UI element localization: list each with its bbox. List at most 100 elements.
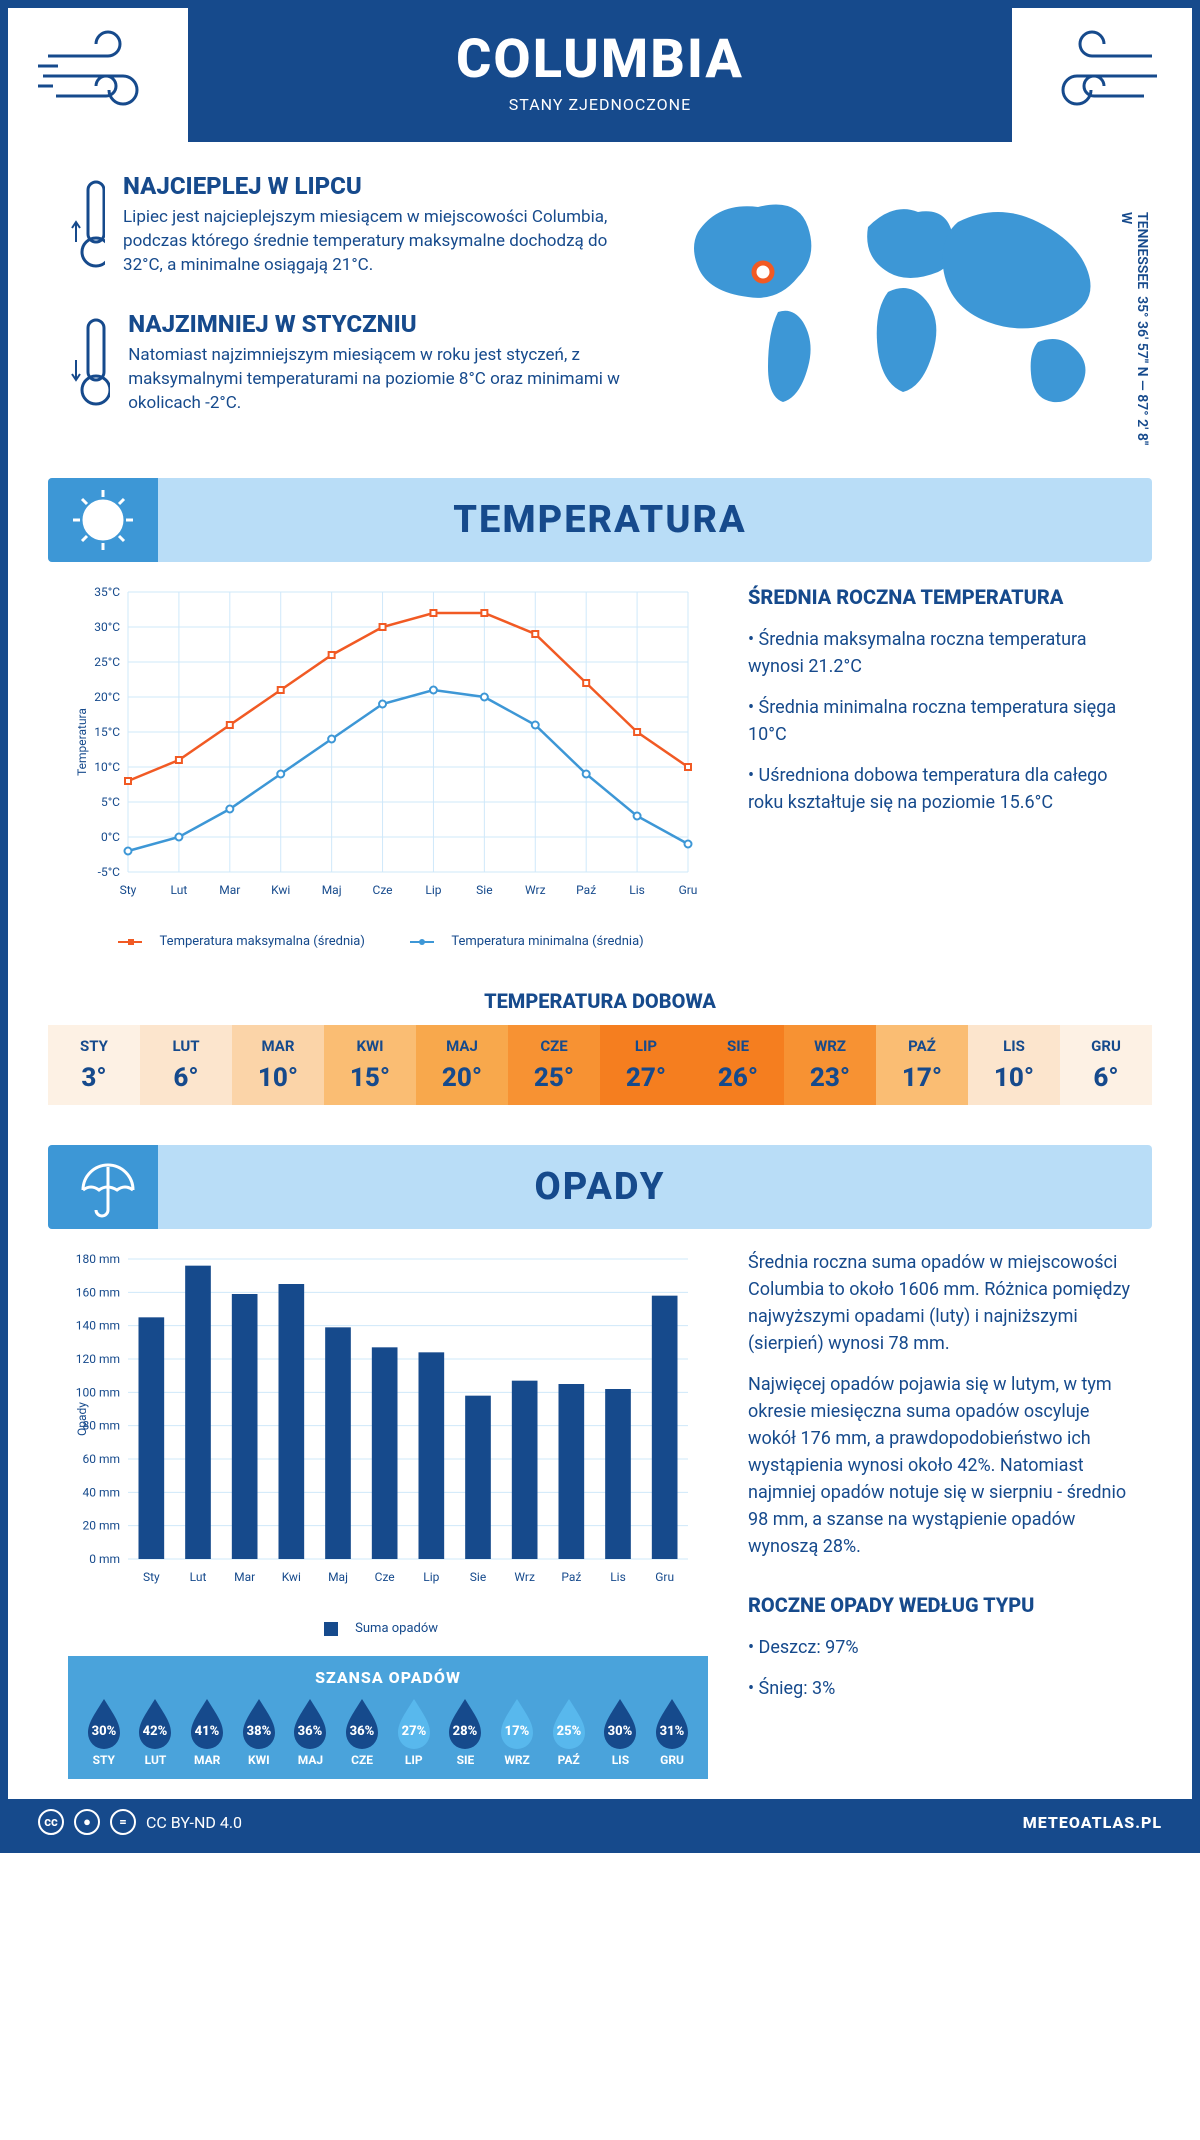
warmest-block: NAJCIEPLEJ W LIPCU Lipiec jest najcieple… xyxy=(68,172,628,282)
svg-text:15°C: 15°C xyxy=(94,725,120,739)
svg-text:Paź: Paź xyxy=(576,883,596,897)
svg-text:17%: 17% xyxy=(505,1724,530,1739)
by-icon: ● xyxy=(74,1809,100,1835)
daily-temp-cell: Maj20° xyxy=(416,1025,508,1105)
temperature-section-header: TEMPERATURA xyxy=(48,478,1152,562)
svg-text:180 mm: 180 mm xyxy=(76,1252,120,1266)
daily-temp-cell: Wrz23° xyxy=(784,1025,876,1105)
precip-chance-drop: 41%MAR xyxy=(184,1695,230,1767)
svg-text:Gru: Gru xyxy=(679,883,698,897)
svg-text:Lip: Lip xyxy=(425,883,441,897)
daily-temp-cell: Lut6° xyxy=(140,1025,232,1105)
svg-text:Wrz: Wrz xyxy=(525,883,546,897)
coldest-block: NAJZIMNIEJ W STYCZNIU Natomiast najzimni… xyxy=(68,310,628,420)
precip-chance-drop: 30%LIS xyxy=(597,1695,643,1767)
precip-chart-legend: Suma opadów xyxy=(68,1621,708,1636)
coldest-title: NAJZIMNIEJ W STYCZNIU xyxy=(128,310,628,338)
daily-temp-cell: Cze25° xyxy=(508,1025,600,1105)
coordinates: TENNESSEE 35° 36' 57" N — 87° 2' 8" W xyxy=(1118,212,1150,448)
svg-text:0 mm: 0 mm xyxy=(89,1552,120,1566)
svg-text:Sty: Sty xyxy=(120,883,137,897)
svg-text:30%: 30% xyxy=(92,1724,117,1739)
precip-chance-drop: 25%PAŹ xyxy=(546,1695,592,1767)
svg-text:Mar: Mar xyxy=(234,1570,255,1584)
header: COLUMBIA STANY ZJEDNOCZONE xyxy=(188,8,1012,142)
thermometer-cold-icon xyxy=(68,310,110,420)
svg-text:25°C: 25°C xyxy=(94,655,120,669)
daily-temp-cell: Paź17° xyxy=(876,1025,968,1105)
summary-bullet: • Średnia maksymalna roczna temperatura … xyxy=(748,626,1132,680)
world-map: TENNESSEE 35° 36' 57" N — 87° 2' 8" W xyxy=(668,172,1132,448)
daily-temp-cell: Sty3° xyxy=(48,1025,140,1105)
coldest-text: Natomiast najzimniejszym miesiącem w rok… xyxy=(128,344,628,415)
svg-text:36%: 36% xyxy=(298,1724,323,1739)
country-subtitle: STANY ZJEDNOCZONE xyxy=(188,95,1012,114)
svg-text:Lut: Lut xyxy=(190,1570,207,1584)
svg-text:Kwi: Kwi xyxy=(271,883,290,897)
svg-text:25%: 25% xyxy=(556,1724,581,1739)
daily-temp-cell: Sie26° xyxy=(692,1025,784,1105)
warmest-text: Lipiec jest najcieplejszym miesiącem w m… xyxy=(123,206,628,277)
summary-bullet: • Śnieg: 3% xyxy=(748,1675,1132,1702)
svg-text:Maj: Maj xyxy=(328,1570,348,1584)
daily-temp-title: TEMPERATURA DOBOWA xyxy=(8,989,1192,1013)
svg-text:5°C: 5°C xyxy=(101,795,120,809)
svg-text:42%: 42% xyxy=(143,1724,168,1739)
svg-text:160 mm: 160 mm xyxy=(76,1285,120,1299)
precip-chance-drop: 31%GRU xyxy=(649,1695,695,1767)
svg-text:Cze: Cze xyxy=(373,883,393,897)
daily-temp-cell: Mar10° xyxy=(232,1025,324,1105)
svg-text:Cze: Cze xyxy=(375,1570,395,1584)
infographic-frame: COLUMBIA STANY ZJEDNOCZONE NAJCIEPLEJ W … xyxy=(0,0,1200,1853)
svg-text:140 mm: 140 mm xyxy=(76,1319,120,1333)
svg-text:Sty: Sty xyxy=(143,1570,160,1584)
footer: cc ● = CC BY-ND 4.0 METEOATLAS.PL xyxy=(8,1799,1192,1845)
svg-text:120 mm: 120 mm xyxy=(76,1352,120,1366)
summary-bullet: • Deszcz: 97% xyxy=(748,1634,1132,1661)
svg-text:30%: 30% xyxy=(608,1724,633,1739)
svg-text:0°C: 0°C xyxy=(101,830,120,844)
thermometer-hot-icon xyxy=(68,172,105,282)
svg-text:38%: 38% xyxy=(246,1724,271,1739)
svg-text:35°C: 35°C xyxy=(94,585,120,599)
daily-temp-row: Sty3°Lut6°Mar10°Kwi15°Maj20°Cze25°Lip27°… xyxy=(48,1025,1152,1105)
nd-icon: = xyxy=(110,1809,136,1835)
precip-chance-drop: 17%WRZ xyxy=(494,1695,540,1767)
daily-temp-cell: Gru6° xyxy=(1060,1025,1152,1105)
temp-chart-legend: Temperatura maksymalna (średnia) Tempera… xyxy=(68,934,708,949)
svg-text:20 mm: 20 mm xyxy=(82,1519,120,1533)
site-name: METEOATLAS.PL xyxy=(1023,1813,1162,1832)
wind-icon xyxy=(1022,26,1162,120)
precip-chance-drop: 28%SIE xyxy=(442,1695,488,1767)
svg-text:Lis: Lis xyxy=(610,1570,626,1584)
precip-chance-drop: 36%CZE xyxy=(339,1695,385,1767)
svg-text:Sie: Sie xyxy=(476,883,492,897)
precip-chance-drop: 38%KWI xyxy=(236,1695,282,1767)
svg-text:Temperatura: Temperatura xyxy=(75,708,89,776)
svg-text:31%: 31% xyxy=(660,1724,685,1739)
svg-text:Wrz: Wrz xyxy=(514,1570,535,1584)
svg-text:Lut: Lut xyxy=(171,883,188,897)
warmest-title: NAJCIEPLEJ W LIPCU xyxy=(123,172,628,200)
svg-text:Mar: Mar xyxy=(219,883,240,897)
wind-icon xyxy=(38,26,178,120)
temperature-summary: ŚREDNIA ROCZNA TEMPERATURA • Średnia mak… xyxy=(748,582,1132,949)
svg-text:28%: 28% xyxy=(453,1724,478,1739)
location-marker xyxy=(754,263,772,281)
temperature-line-chart: -5°C0°C5°C10°C15°C20°C25°C30°C35°CStyLut… xyxy=(68,582,708,922)
precipitation-section-header: OPADY xyxy=(48,1145,1152,1229)
svg-text:Gru: Gru xyxy=(655,1570,674,1584)
sun-icon xyxy=(48,478,158,562)
svg-text:-5°C: -5°C xyxy=(98,865,121,879)
svg-text:Maj: Maj xyxy=(322,883,342,897)
precipitation-chance-panel: SZANSA OPADÓW 30%STY42%LUT41%MAR38%KWI36… xyxy=(68,1656,708,1779)
svg-text:40 mm: 40 mm xyxy=(82,1485,120,1499)
precipitation-summary: Średnia roczna suma opadów w miejscowośc… xyxy=(748,1249,1132,1779)
svg-text:Opady: Opady xyxy=(75,1402,89,1436)
precip-chance-drop: 42%LUT xyxy=(132,1695,178,1767)
svg-text:30°C: 30°C xyxy=(94,620,120,634)
daily-temp-cell: Lip27° xyxy=(600,1025,692,1105)
svg-text:10°C: 10°C xyxy=(94,760,120,774)
svg-text:Lip: Lip xyxy=(423,1570,439,1584)
precipitation-bar-chart: 0 mm20 mm40 mm60 mm80 mm100 mm120 mm140 … xyxy=(68,1249,708,1609)
